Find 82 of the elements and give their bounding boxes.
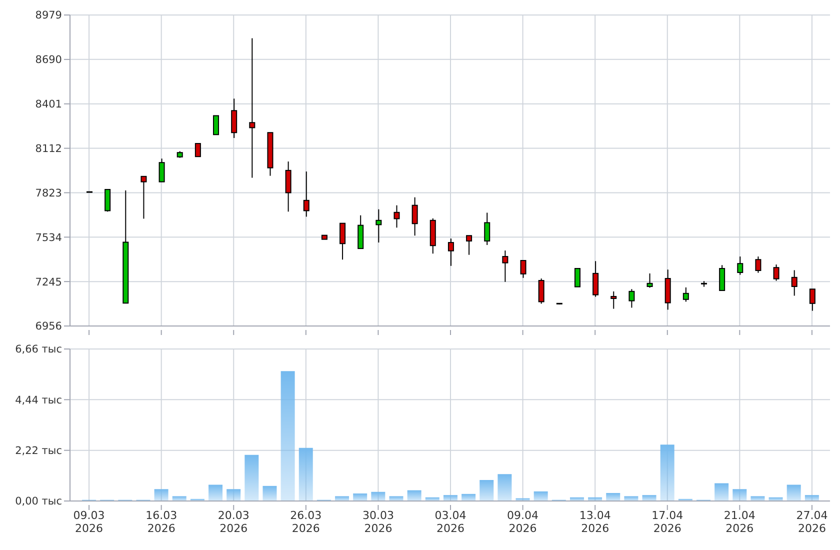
candlestick (574, 268, 580, 288)
candlestick (809, 288, 816, 312)
y-tick-label: 8979 (35, 10, 62, 22)
y-tick-label: 7823 (35, 187, 62, 200)
candlestick (791, 270, 798, 296)
bar (335, 496, 350, 501)
x-tick-label: 20.03 2026 (218, 509, 250, 535)
candlestick (719, 264, 726, 291)
x-tick-label: 13.04 2026 (579, 509, 611, 535)
candlestick (104, 188, 111, 212)
x-tick-label: 30.03 2026 (362, 509, 394, 535)
y-tick-label: 2,22 тыс (15, 445, 62, 458)
y-tick-label: 6956 (35, 320, 62, 333)
x-tick-label: 09.03 2026 (73, 509, 105, 535)
candlestick (610, 290, 617, 310)
bar (732, 489, 747, 501)
candlestick (412, 196, 418, 236)
bar (786, 484, 801, 501)
bar (371, 492, 386, 501)
bar (498, 474, 512, 501)
x-tick-label: 27.04 2026 (796, 509, 828, 535)
bar (226, 489, 241, 501)
x-tick-label: 03.04 2026 (434, 509, 466, 535)
candlestick (448, 238, 454, 266)
candlestick (194, 143, 201, 158)
bar (443, 495, 458, 501)
candlestick (213, 115, 220, 136)
candlestick (628, 288, 635, 308)
bar (154, 489, 168, 501)
bar (389, 496, 404, 501)
y-tick-label: 8112 (35, 143, 62, 156)
bar (480, 480, 494, 501)
candlestick (340, 222, 346, 260)
candlestick (682, 286, 689, 302)
y-tick-label: 8690 (35, 54, 62, 66)
bar (172, 496, 186, 501)
x-tick-label: 16.03 2026 (146, 509, 178, 535)
bar (804, 495, 819, 501)
y-tick-label: 6,66 тыс (15, 344, 62, 356)
bar (606, 493, 620, 501)
bar (280, 371, 295, 501)
bar (750, 496, 765, 501)
bar (534, 491, 548, 501)
candlestick (592, 260, 599, 298)
candlestick (538, 278, 544, 304)
bar (298, 448, 313, 501)
y-tick-label: 8401 (35, 98, 62, 111)
candlestick (140, 176, 147, 220)
bar (353, 493, 368, 501)
candlestick (303, 171, 310, 218)
candlestick (484, 212, 490, 246)
y-tick-label: 7245 (35, 276, 62, 288)
candlestick (376, 208, 382, 244)
candlestick (755, 256, 762, 274)
candlestick (502, 250, 508, 282)
candlestick (231, 98, 238, 138)
bar (714, 483, 729, 501)
y-tick-label: 7534 (35, 232, 62, 244)
x-tick-label: 21.04 2026 (724, 509, 756, 535)
bar (244, 454, 259, 501)
candlestick (520, 260, 526, 278)
bar (624, 496, 638, 501)
bar (462, 494, 476, 501)
x-tick-label: 09.04 2026 (507, 509, 539, 535)
bar (208, 484, 223, 501)
bar (660, 444, 674, 501)
candlestick (737, 256, 744, 276)
x-tick-label: 17.04 2026 (652, 509, 684, 535)
candlestick (285, 161, 292, 212)
y-tick-label: 4,44 тыс (15, 394, 62, 406)
x-tick-label: 26.03 2026 (290, 509, 322, 535)
bar (407, 490, 422, 501)
candlestick (773, 264, 780, 282)
candlestick (646, 272, 653, 288)
candlestick (466, 235, 472, 256)
bar (642, 495, 656, 501)
candlestick (358, 214, 364, 250)
candlestick (249, 38, 256, 178)
candlestick (158, 158, 165, 182)
y-tick-label: 0,00 тыс (15, 496, 62, 508)
candlestick (394, 204, 400, 228)
bar (262, 486, 277, 501)
